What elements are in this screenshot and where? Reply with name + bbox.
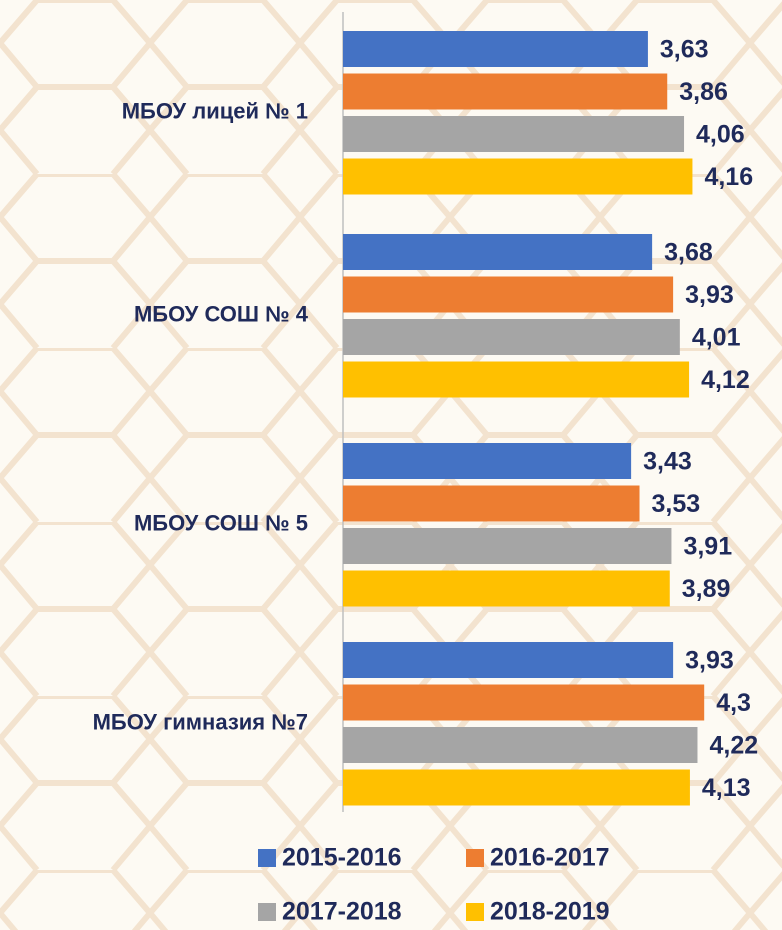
bar <box>343 116 685 152</box>
bar <box>343 727 698 763</box>
data-label: 3,86 <box>679 78 728 106</box>
legend-swatch <box>258 849 276 867</box>
bar <box>343 443 632 479</box>
bar <box>343 234 653 270</box>
data-label: 4,16 <box>704 163 753 191</box>
bar <box>343 528 672 564</box>
bar <box>343 31 648 67</box>
data-label: 3,93 <box>685 647 734 675</box>
bar <box>343 570 670 607</box>
bar <box>343 158 693 195</box>
legend-label: 2017-2018 <box>282 898 402 926</box>
bar <box>343 485 640 522</box>
bar <box>343 769 690 806</box>
data-label: 3,53 <box>652 490 701 518</box>
category-label: МБОУ СОШ № 5 <box>134 511 308 536</box>
data-label: 3,91 <box>683 533 732 561</box>
data-label: 3,89 <box>682 575 731 603</box>
bar <box>343 73 668 110</box>
category-label: МБОУ гимназия №7 <box>93 710 308 735</box>
bar <box>343 684 705 721</box>
legend-swatch <box>258 903 276 921</box>
data-label: 3,93 <box>685 281 734 309</box>
data-label: 3,68 <box>664 239 713 267</box>
category-label: МБОУ лицей № 1 <box>122 99 308 124</box>
legend-label: 2015-2016 <box>282 844 402 872</box>
bar <box>343 276 674 313</box>
legend-swatch <box>466 903 484 921</box>
bar <box>343 361 690 398</box>
data-label: 3,43 <box>643 448 692 476</box>
data-label: 4,01 <box>692 324 741 352</box>
data-label: 4,22 <box>709 732 758 760</box>
data-label: 4,12 <box>701 366 750 394</box>
data-label: 4,3 <box>716 689 751 717</box>
data-label: 4,06 <box>696 121 745 149</box>
legend-label: 2016-2017 <box>490 844 610 872</box>
legend-label: 2018-2019 <box>490 898 610 926</box>
legend-swatch <box>466 849 484 867</box>
category-label: МБОУ СОШ № 4 <box>134 302 309 327</box>
bar <box>343 319 680 355</box>
data-label: 4,13 <box>702 774 751 802</box>
bar <box>343 642 674 678</box>
data-label: 3,63 <box>660 36 709 64</box>
